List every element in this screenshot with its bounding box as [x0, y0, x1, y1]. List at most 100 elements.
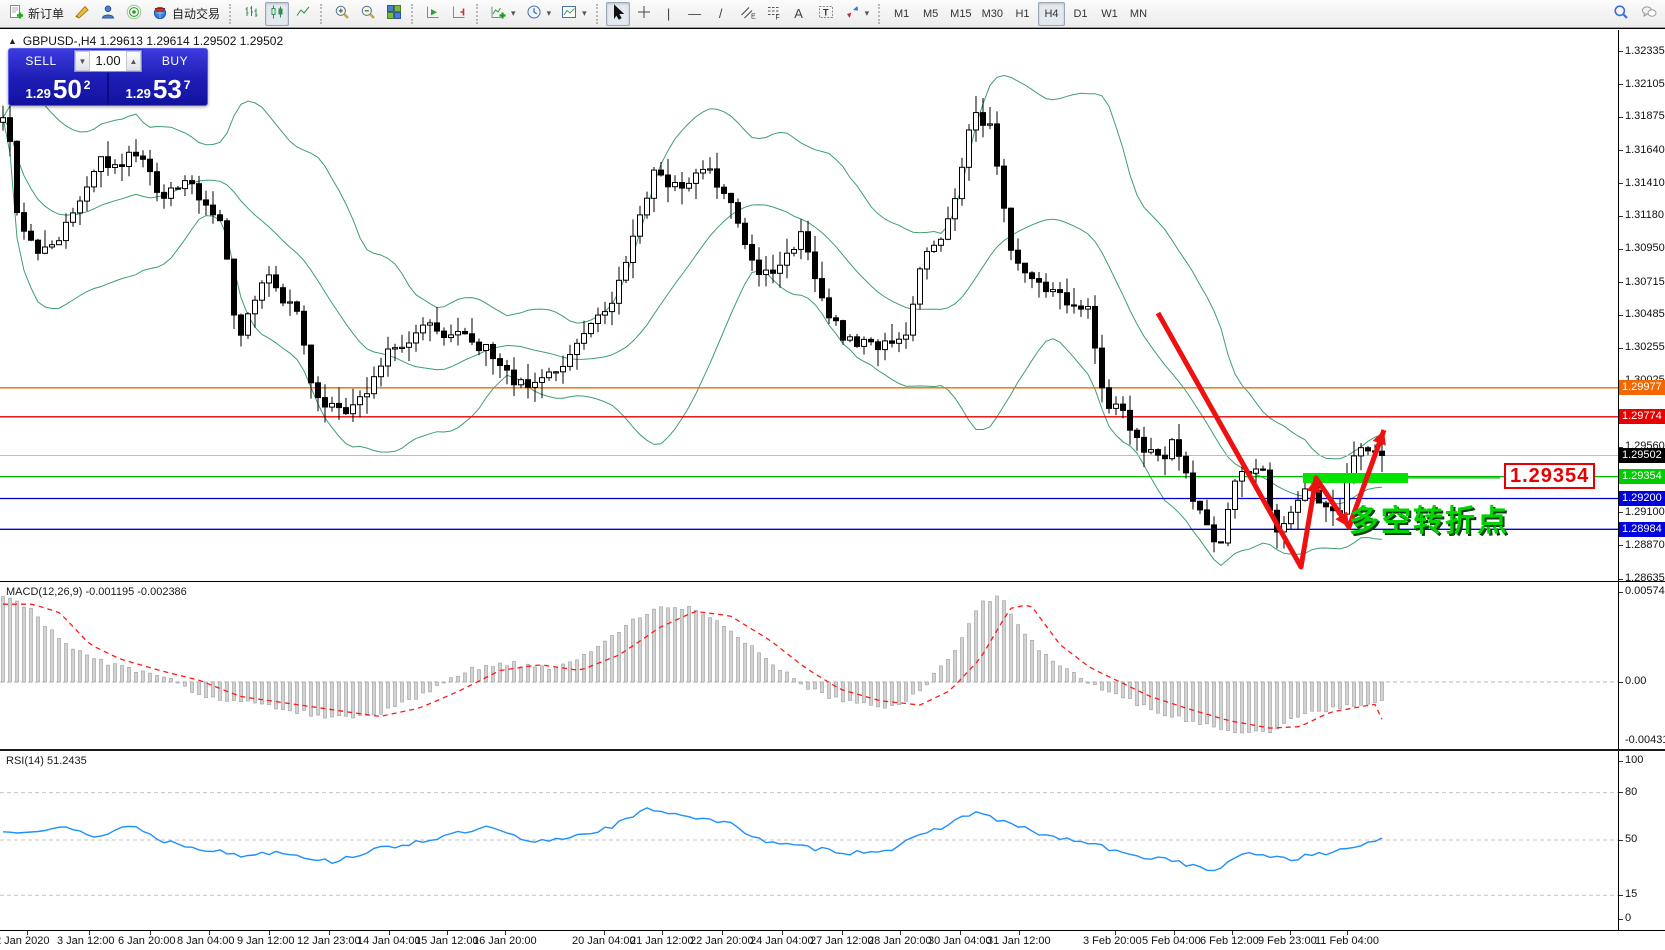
candle-body [791, 249, 797, 254]
text-tool-button[interactable]: A [788, 2, 812, 26]
timeframe-mn[interactable]: MN [1125, 2, 1152, 26]
buy-price-display[interactable]: 1.29 53 7 [125, 74, 191, 104]
candle-body [350, 404, 356, 415]
macd-tick-mark [1619, 591, 1623, 593]
sell-button[interactable]: SELL [9, 49, 73, 73]
price-tick-label: 1.28870 [1625, 538, 1665, 551]
cursor-tool-button[interactable] [605, 1, 630, 26]
macd-histogram-bar [1142, 681, 1146, 706]
text-label-tool-button[interactable]: T [814, 2, 838, 26]
toolbar-separator [878, 3, 883, 24]
timeframe-m1[interactable]: M1 [888, 2, 915, 26]
line-chart-mode-button[interactable] [291, 2, 315, 26]
horizontal-line-tool-button[interactable]: — [684, 2, 708, 26]
time-axis[interactable]: 2 Jan 2020 3 Jan 12:00 6 Jan 20:00 8 Jan 04… [0, 930, 1665, 950]
chart-shift-button[interactable] [447, 2, 471, 26]
candle-body [1001, 165, 1007, 209]
rsi-axis[interactable]: 100 80 50 15 0 [1619, 751, 1665, 930]
candle-body [644, 197, 650, 216]
toolbar-separator [411, 3, 416, 24]
macd-histogram-bar [673, 607, 677, 683]
support-zone-bar[interactable] [1303, 473, 1408, 483]
price-callout-label[interactable]: 1.29354 [1504, 463, 1596, 489]
macd-label: MACD(12,26,9) -0.001195 -0.002386 [6, 586, 187, 598]
rsi-tick-mark [1619, 792, 1623, 794]
macd-histogram-bar [267, 681, 271, 706]
volume-input[interactable]: 1.00 [95, 53, 121, 68]
macd-histogram-bar [309, 681, 313, 717]
arrows-tool-button[interactable]: ▾ [840, 2, 874, 26]
candle-body [966, 129, 972, 168]
periods-button[interactable]: ▾ [522, 2, 556, 26]
sell-price-display[interactable]: 1.29 50 2 [25, 74, 91, 104]
time-tick-label: 6 Jan 20:00 [118, 935, 176, 947]
timeframe-mn-label: MN [1129, 7, 1148, 20]
macd-histogram-bar [652, 608, 656, 683]
timeframe-h4[interactable]: H4 [1037, 1, 1065, 26]
vertical-line-tool-button[interactable]: | [658, 2, 682, 26]
search-button[interactable] [1609, 2, 1633, 26]
macd-histogram-bar [1282, 681, 1286, 724]
equidistant-channel-tool-button[interactable]: E [736, 2, 760, 26]
timeframe-d1[interactable]: D1 [1067, 2, 1094, 26]
macd-histogram-bar [120, 665, 124, 683]
time-tick-label: 28 Jan 20:00 [868, 935, 932, 947]
chat-button[interactable] [1637, 2, 1661, 26]
buy-button[interactable]: BUY [143, 49, 207, 73]
cursor-icon [610, 4, 626, 23]
timeframe-m5[interactable]: M5 [917, 2, 944, 26]
trendline-tool-button[interactable]: / [710, 2, 734, 26]
candle-body [896, 338, 902, 344]
candlestick-mode-button[interactable] [265, 1, 290, 26]
candle-body [658, 169, 664, 176]
zoom-out-button[interactable] [356, 2, 380, 26]
timeframe-m15[interactable]: M15 [946, 2, 975, 26]
timeframe-h1[interactable]: H1 [1009, 2, 1036, 26]
price-chart-canvas[interactable] [0, 30, 1619, 581]
macd-histogram-bar [1338, 681, 1342, 709]
turning-point-annotation[interactable]: 多空转折点 [1349, 505, 1509, 538]
price-tick-label: 1.31180 [1625, 209, 1664, 222]
auto-scroll-button[interactable] [421, 2, 445, 26]
volume-decrease-button[interactable]: ▼ [75, 51, 90, 71]
bar-chart-mode-button[interactable] [239, 2, 263, 26]
macd-histogram-bar [141, 670, 145, 683]
tile-windows-button[interactable] [382, 2, 406, 26]
market-watch-button[interactable] [96, 2, 120, 26]
price-axis[interactable]: 1.32335 1.32105 1.31875 1.31640 1.31410 1.311… [1619, 30, 1665, 584]
macd-histogram-bar [1303, 681, 1307, 715]
rsi-panel: 100 80 50 15 0 RSI(14) 51.2435 [0, 749, 1665, 930]
indicators-list-button[interactable]: ▾ [486, 2, 520, 26]
autoscroll-icon [425, 4, 441, 23]
candle-body [231, 258, 237, 316]
crosshair-tool-button[interactable] [632, 2, 656, 26]
macd-histogram-bar [148, 672, 152, 683]
new-order-button[interactable]: 新订单 [4, 2, 68, 26]
metaeditor-button[interactable] [70, 2, 94, 26]
candle-body [210, 204, 216, 216]
auto-trading-button[interactable]: 自动交易 [148, 2, 224, 26]
candle-body [616, 279, 622, 304]
collapse-quote-panel-icon[interactable]: ▲ [8, 36, 17, 46]
price-tick-mark [1619, 314, 1623, 316]
macd-histogram-bar [820, 681, 824, 693]
fibonacci-tool-button[interactable]: F [762, 2, 786, 26]
signals-button[interactable] [122, 2, 146, 26]
macd-histogram-bar [778, 670, 782, 683]
timeframe-m30[interactable]: M30 [978, 2, 1007, 26]
macd-histogram-bar [1359, 681, 1363, 706]
timeframe-w1[interactable]: W1 [1096, 2, 1123, 26]
macd-histogram-bar [582, 654, 586, 683]
candle-body [28, 230, 34, 241]
macd-histogram-bar [834, 681, 838, 698]
candle-body [42, 246, 48, 254]
macd-histogram-bar [547, 669, 551, 683]
templates-button[interactable]: ▾ [557, 2, 591, 26]
candle-body [1141, 436, 1147, 453]
chevron-down-icon: ▾ [864, 8, 870, 18]
volume-increase-button[interactable]: ▲ [126, 51, 141, 71]
zoom-in-button[interactable] [330, 2, 354, 26]
time-tick-label: 5 Feb 04:00 [1142, 935, 1201, 947]
candle-body [924, 251, 930, 270]
macd-axis[interactable]: 0.005749 0.00 -0.004319 [1619, 582, 1665, 751]
